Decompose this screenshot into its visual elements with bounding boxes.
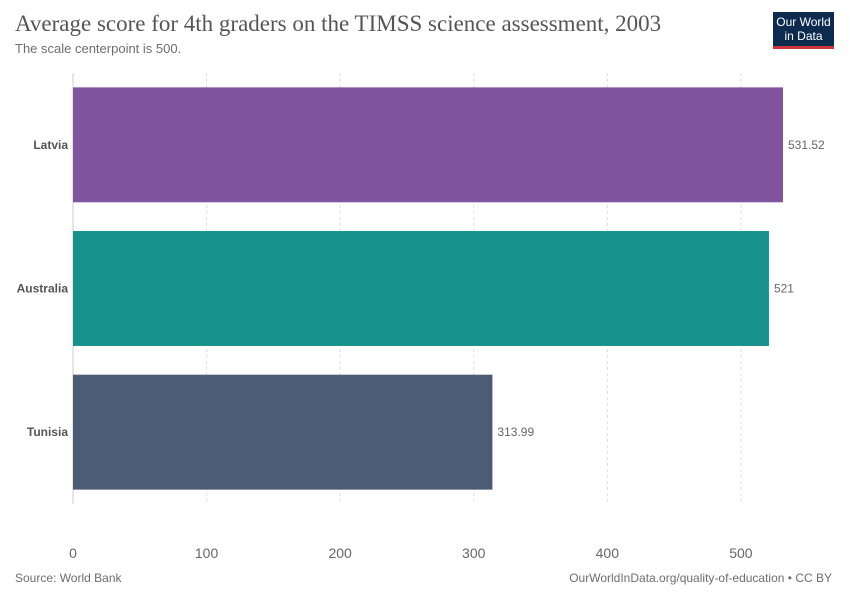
x-tick-label: 400: [596, 545, 620, 561]
labels: Latvia 531.52 Australia 521 Tunisia 313.99: [17, 138, 825, 439]
source-note: Source: World Bank: [15, 571, 122, 585]
x-tick-label: 0: [69, 545, 77, 561]
x-tick-label: 300: [462, 545, 486, 561]
category-label: Tunisia: [27, 425, 68, 439]
bar[interactable]: [73, 87, 783, 203]
value-label: 521: [774, 282, 794, 296]
footer-attribution: OurWorldInData.org/quality-of-education …: [569, 571, 832, 585]
source-link[interactable]: OurWorldInData.org/quality-of-education: [569, 571, 785, 585]
x-tick-label: 200: [328, 545, 352, 561]
bars: [73, 87, 783, 490]
license-text: • CC BY: [784, 571, 832, 585]
bar[interactable]: [73, 374, 493, 490]
x-tick-label: 500: [729, 545, 753, 561]
bar[interactable]: [73, 231, 769, 346]
value-label: 313.99: [497, 425, 534, 439]
logo-line-2: in Data: [784, 29, 823, 43]
x-tick-label: 100: [195, 545, 219, 561]
logo-line-1: Our World: [776, 15, 831, 29]
category-label: Australia: [17, 282, 69, 296]
chart-subtitle: The scale centerpoint is 500.: [15, 41, 182, 56]
category-label: Latvia: [33, 138, 68, 152]
x-axis: 0 100 200 300 400 500: [69, 545, 753, 561]
chart-title: Average score for 4th graders on the TIM…: [15, 11, 662, 36]
owid-logo[interactable]: Our World in Data: [773, 12, 834, 49]
value-label: 531.52: [788, 138, 825, 152]
